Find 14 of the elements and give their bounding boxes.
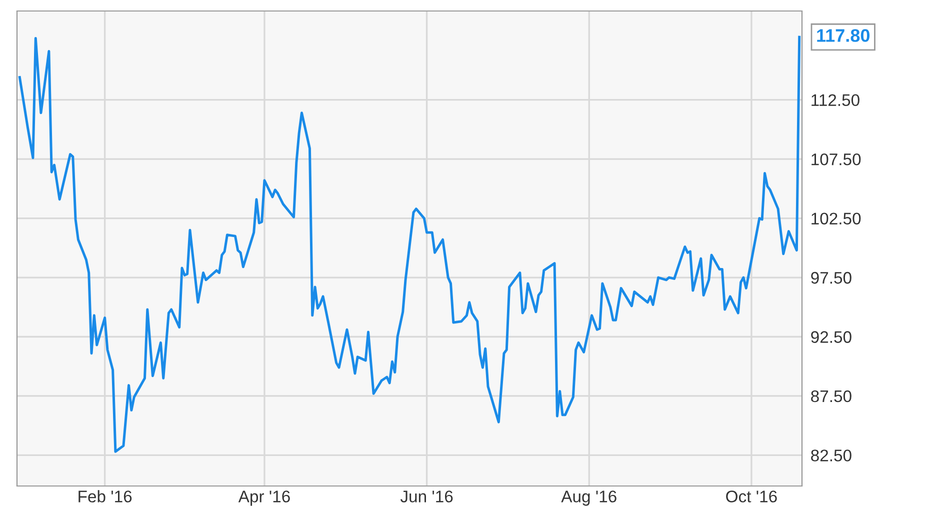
x-tick-label: Feb '16 [78,490,132,502]
annotation: 117.80 [817,29,870,42]
y-tick-label: 92.50 [811,331,852,343]
y-tick-label: 112.50 [812,94,860,106]
y-tick-label: 102.50 [812,212,861,224]
line-series [18,36,801,453]
x-tick-label: Jun '16 [400,490,453,502]
y-tick-label: 87.50 [811,390,852,402]
y-tick-label: 107.50 [812,153,861,166]
x-tick-label: Apr '16 [238,490,290,506]
y-tick-label: 97.50 [811,272,852,284]
x-tick-label: Aug '16 [561,490,616,506]
y-tick-label: 82.50 [811,450,852,462]
x-tick-label: Oct '16 [726,490,777,502]
